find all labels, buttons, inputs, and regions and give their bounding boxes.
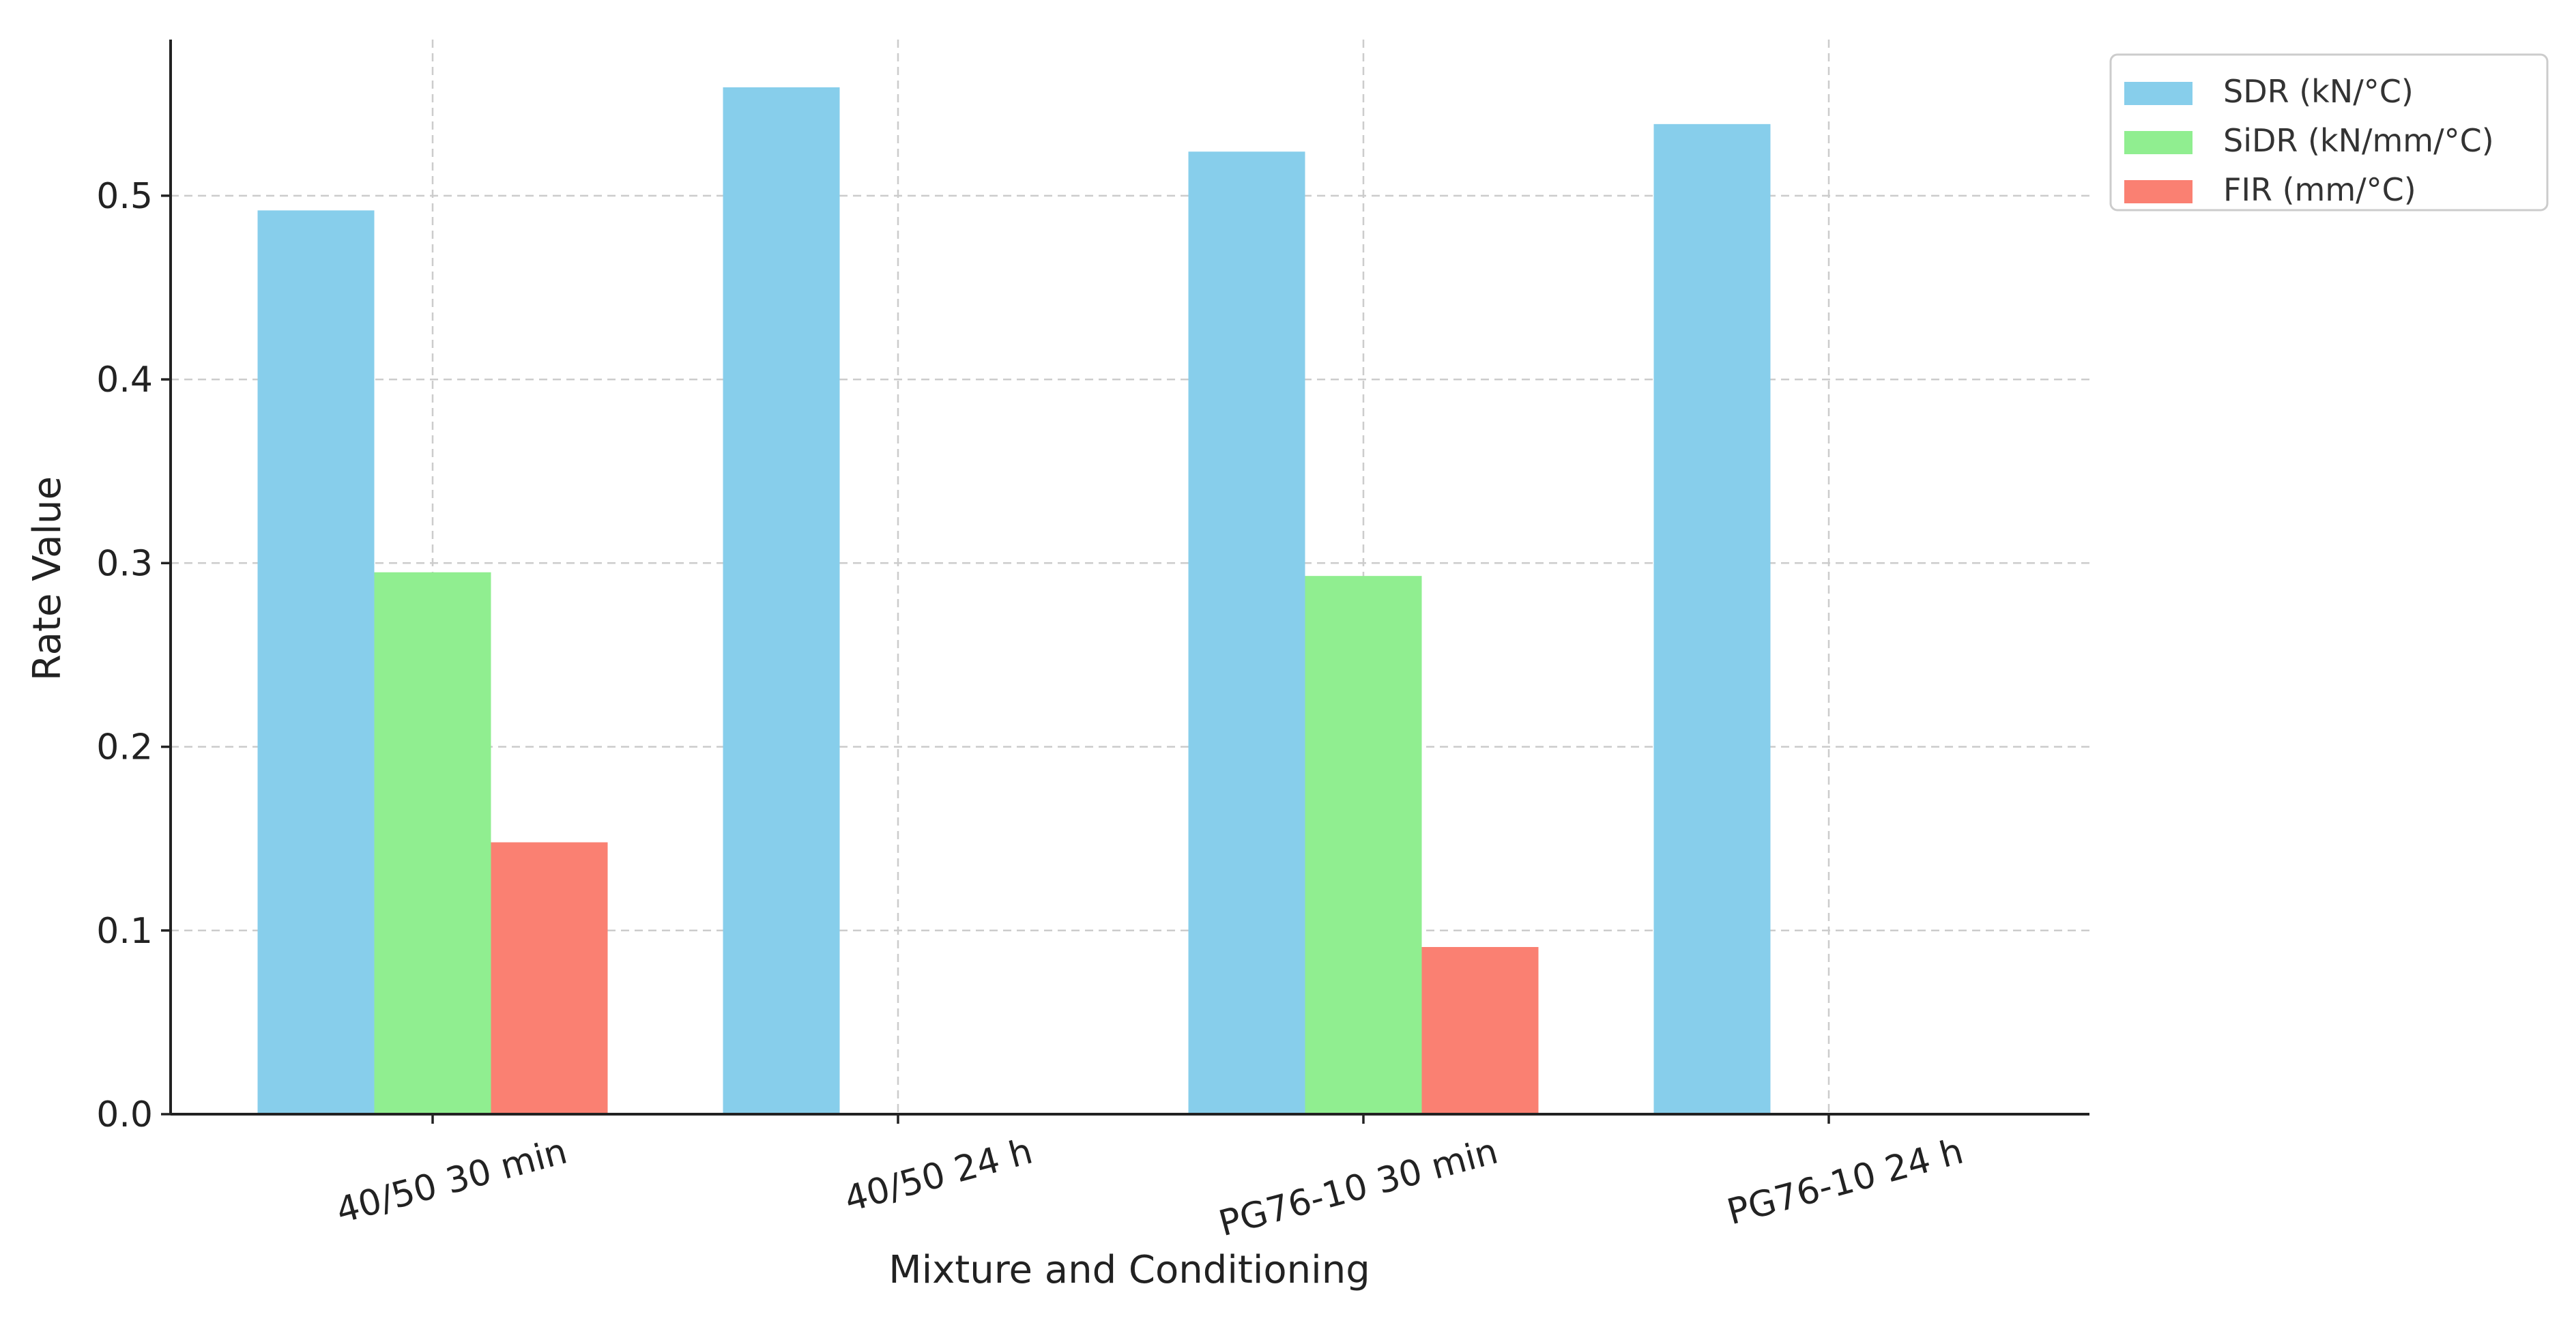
- y-tick-label: 0.5: [96, 176, 153, 217]
- bar-sidr: [1305, 576, 1422, 1114]
- y-tick-label: 0.3: [96, 543, 153, 584]
- y-tick-label: 0.4: [96, 360, 153, 401]
- y-tick-label: 0.0: [96, 1094, 153, 1135]
- bars: [257, 87, 1771, 1115]
- bar-fir: [1421, 947, 1539, 1114]
- bar-sidr: [374, 572, 491, 1114]
- bar-sdr: [257, 210, 375, 1114]
- legend-swatch: [2124, 82, 2193, 105]
- x-axis-label: Mixture and Conditioning: [888, 1248, 1370, 1292]
- x-tick-label: 40/50 24 h: [840, 1131, 1037, 1221]
- bar-fir: [491, 842, 608, 1114]
- bar-sdr: [1653, 123, 1771, 1114]
- axes: [161, 40, 2089, 1124]
- legend-box: [2109, 53, 2549, 212]
- y-tick-labels: 0.0 0.1 0.2 0.3 0.4 0.5: [96, 176, 153, 1135]
- legend-label: FIR (mm/°C): [2223, 171, 2416, 208]
- legend-label: SiDR (kN/mm/°C): [2223, 122, 2494, 159]
- y-tick-label: 0.2: [96, 727, 153, 768]
- legend: SDR (kN/°C) SiDR (kN/mm/°C) FIR (mm/°C): [2109, 53, 2549, 212]
- x-tick-label: 40/50 30 min: [332, 1131, 572, 1232]
- bar-sdr: [723, 87, 840, 1114]
- bar-sdr: [1188, 151, 1305, 1115]
- legend-label: SDR (kN/°C): [2223, 73, 2414, 110]
- x-tick-label: PG76-10 30 min: [1215, 1131, 1502, 1245]
- legend-swatch: [2124, 180, 2193, 203]
- legend-swatch: [2124, 131, 2193, 154]
- x-tick-label: PG76-10 24 h: [1723, 1131, 1967, 1234]
- y-axis-label: Rate Value: [25, 476, 70, 681]
- x-tick-labels: 40/50 30 min 40/50 24 h PG76-10 30 min PG76…: [332, 1131, 1968, 1245]
- y-tick-label: 0.1: [96, 911, 153, 952]
